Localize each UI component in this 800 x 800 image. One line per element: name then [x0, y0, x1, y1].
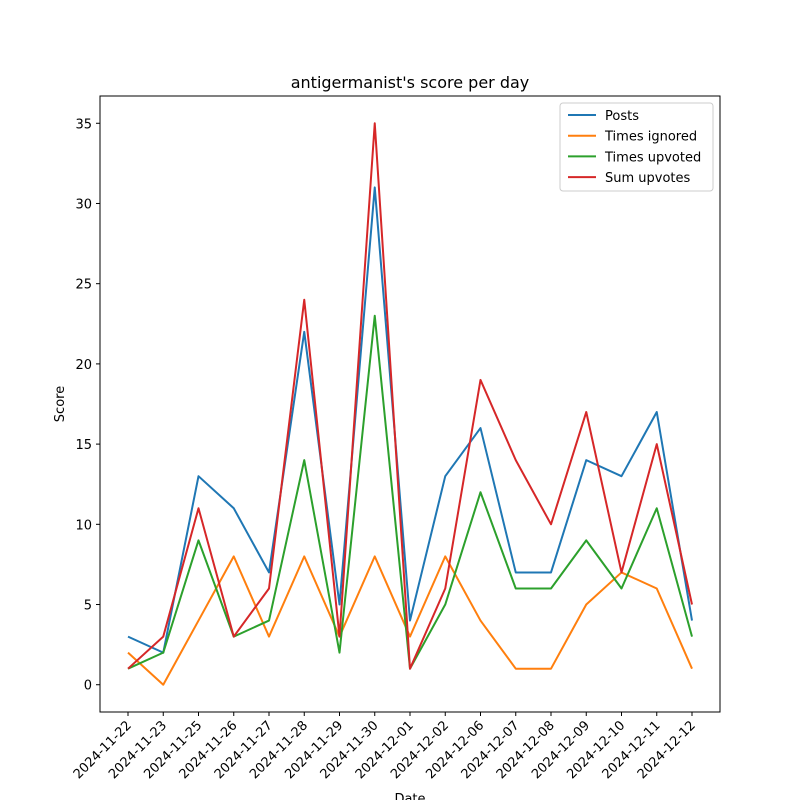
y-tick-label-0: 0: [84, 679, 92, 694]
series-line-1: [127, 555, 693, 686]
y-axis-label: Score: [53, 386, 68, 422]
y-tick-label-2: 10: [75, 518, 92, 533]
legend: Posts Times ignored Times upvoted Sum upvot…: [559, 102, 714, 192]
legend-label-0: Posts: [605, 109, 639, 124]
x-axis-label: Date: [394, 792, 425, 800]
y-tick-label-4: 20: [75, 358, 92, 373]
y-tick-label-1: 5: [84, 599, 92, 614]
legend-label-3: Sum upvotes: [605, 171, 691, 186]
chart-title: antigermanist's score per day: [291, 73, 530, 92]
legend-box: [559, 102, 714, 192]
y-tick-label-7: 35: [75, 117, 92, 132]
legend-label-1: Times ignored: [604, 130, 697, 145]
legend-label-2: Times upvoted: [604, 150, 701, 165]
y-tick-label-6: 30: [75, 197, 92, 212]
y-tick-label-3: 15: [75, 438, 92, 453]
series-line-3: [127, 122, 693, 670]
y-tick-label-5: 25: [75, 278, 92, 293]
series-lines: [127, 122, 693, 686]
